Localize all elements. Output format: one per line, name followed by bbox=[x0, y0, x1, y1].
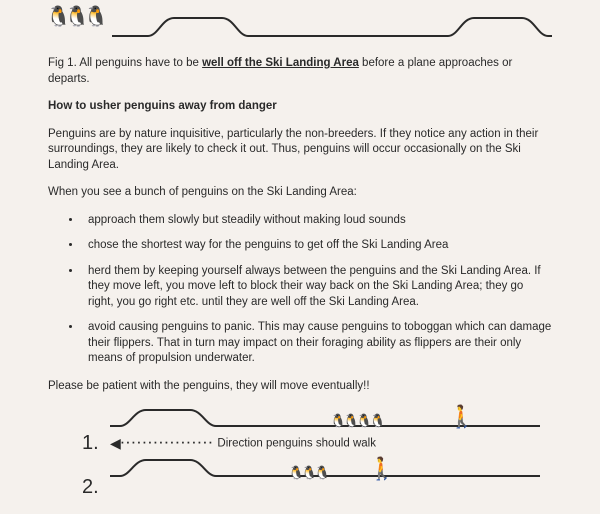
step-1-number: 1. bbox=[82, 430, 99, 457]
penguins-row-icon: 🐧🐧🐧 bbox=[288, 464, 328, 482]
figure-1-caption: Fig 1. All penguins have to be well off … bbox=[48, 56, 552, 87]
arrow-left-icon: ◀ bbox=[110, 435, 121, 451]
figure-2-diagram: 🐧🐧🐧🐧 🚶 1. ◀················· Direction p… bbox=[48, 406, 552, 490]
step-2-number: 2. bbox=[82, 474, 99, 501]
closing-paragraph: Please be patient with the penguins, the… bbox=[48, 379, 552, 395]
list-item: avoid causing penguins to panic. This ma… bbox=[82, 320, 552, 367]
penguins-row-icon: 🐧🐧🐧🐧 bbox=[330, 412, 383, 430]
paragraph-1: Penguins are by nature inquisitive, part… bbox=[48, 127, 552, 174]
instruction-list: approach them slowly but steadily withou… bbox=[48, 213, 552, 367]
landing-area-outline bbox=[112, 14, 552, 40]
figure-label: Fig 1. bbox=[48, 57, 77, 69]
penguin-group-icon: 🐧🐧🐧 bbox=[46, 4, 103, 31]
person-icon: 🚶 bbox=[368, 454, 395, 484]
arrow-dots: ················· bbox=[121, 436, 214, 450]
step-1-outline bbox=[110, 406, 540, 430]
figure-1-diagram: 🐧🐧🐧 bbox=[48, 10, 552, 44]
list-item: chose the shortest way for the penguins … bbox=[82, 238, 552, 254]
direction-arrow-row: ◀················· Direction penguins sh… bbox=[110, 434, 376, 453]
caption-emphasis: well off the Ski Landing Area bbox=[202, 57, 359, 69]
document-page: 🐧🐧🐧 Fig 1. All penguins have to be well … bbox=[0, 0, 600, 490]
list-item: herd them by keeping yourself always bet… bbox=[82, 264, 552, 311]
list-item: approach them slowly but steadily withou… bbox=[82, 213, 552, 229]
person-icon: 🚶 bbox=[448, 402, 475, 432]
caption-text-before: All penguins have to be bbox=[79, 57, 202, 69]
section-heading: How to usher penguins away from danger bbox=[48, 99, 552, 115]
paragraph-2: When you see a bunch of penguins on the … bbox=[48, 185, 552, 201]
direction-label: Direction penguins should walk bbox=[217, 438, 376, 450]
